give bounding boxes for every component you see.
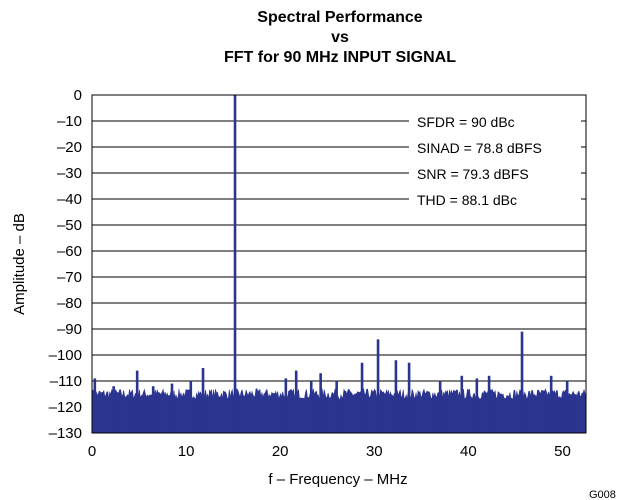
annotation-sfdr: SFDR = 90 dBc bbox=[417, 114, 515, 130]
y-tick-label: –20 bbox=[57, 139, 82, 156]
y-tick-label: –120 bbox=[49, 399, 82, 416]
x-tick-label: 40 bbox=[460, 443, 477, 460]
y-tick-label: –30 bbox=[57, 165, 82, 182]
x-tick-label: 0 bbox=[88, 443, 96, 460]
annotation-thd: THD = 88.1 dBc bbox=[417, 192, 517, 208]
x-tick-label: 50 bbox=[554, 443, 571, 460]
annotation-snr: SNR = 79.3 dBFS bbox=[417, 166, 529, 182]
chart-title-line-2: vs bbox=[331, 29, 349, 46]
x-axis-label: f – Frequency – MHz bbox=[268, 471, 407, 488]
figure-id: G008 bbox=[589, 489, 616, 500]
y-tick-label: –90 bbox=[57, 321, 82, 338]
annotation-sinad: SINAD = 78.8 dBFS bbox=[417, 140, 542, 156]
y-tick-labels: 0 –10 –20 –30 –40 –50 –60 –70 –80 –90 –100 –110 –120… bbox=[49, 87, 82, 442]
x-tick-label: 10 bbox=[178, 443, 195, 460]
y-tick-label: –110 bbox=[50, 373, 82, 390]
spectrum-spurs bbox=[93, 95, 569, 433]
x-tick-label: 30 bbox=[366, 443, 383, 460]
y-tick-label: 0 bbox=[74, 87, 82, 104]
x-tick-labels: 0 10 20 30 40 50 bbox=[88, 443, 571, 460]
chart-title-line-3: FFT for 90 MHz INPUT SIGNAL bbox=[224, 49, 456, 66]
y-tick-label: –130 bbox=[49, 425, 82, 442]
x-tick-label: 20 bbox=[272, 443, 289, 460]
y-tick-label: –50 bbox=[57, 217, 82, 234]
plot-frame bbox=[91, 94, 587, 434]
annotation-box bbox=[409, 104, 581, 216]
chart-title-line-1: Spectral Performance bbox=[257, 9, 423, 26]
y-tick-label: –100 bbox=[49, 347, 82, 364]
y-tick-label: –60 bbox=[57, 243, 82, 260]
y-axis-label: Amplitude – dB bbox=[11, 213, 28, 315]
y-tick-label: –10 bbox=[57, 113, 82, 130]
y-tick-label: –80 bbox=[57, 295, 82, 312]
noise-floor-fill bbox=[91, 388, 587, 434]
y-tick-label: –40 bbox=[57, 191, 82, 208]
y-tick-label: –70 bbox=[57, 269, 82, 286]
noise-floor bbox=[91, 388, 587, 434]
